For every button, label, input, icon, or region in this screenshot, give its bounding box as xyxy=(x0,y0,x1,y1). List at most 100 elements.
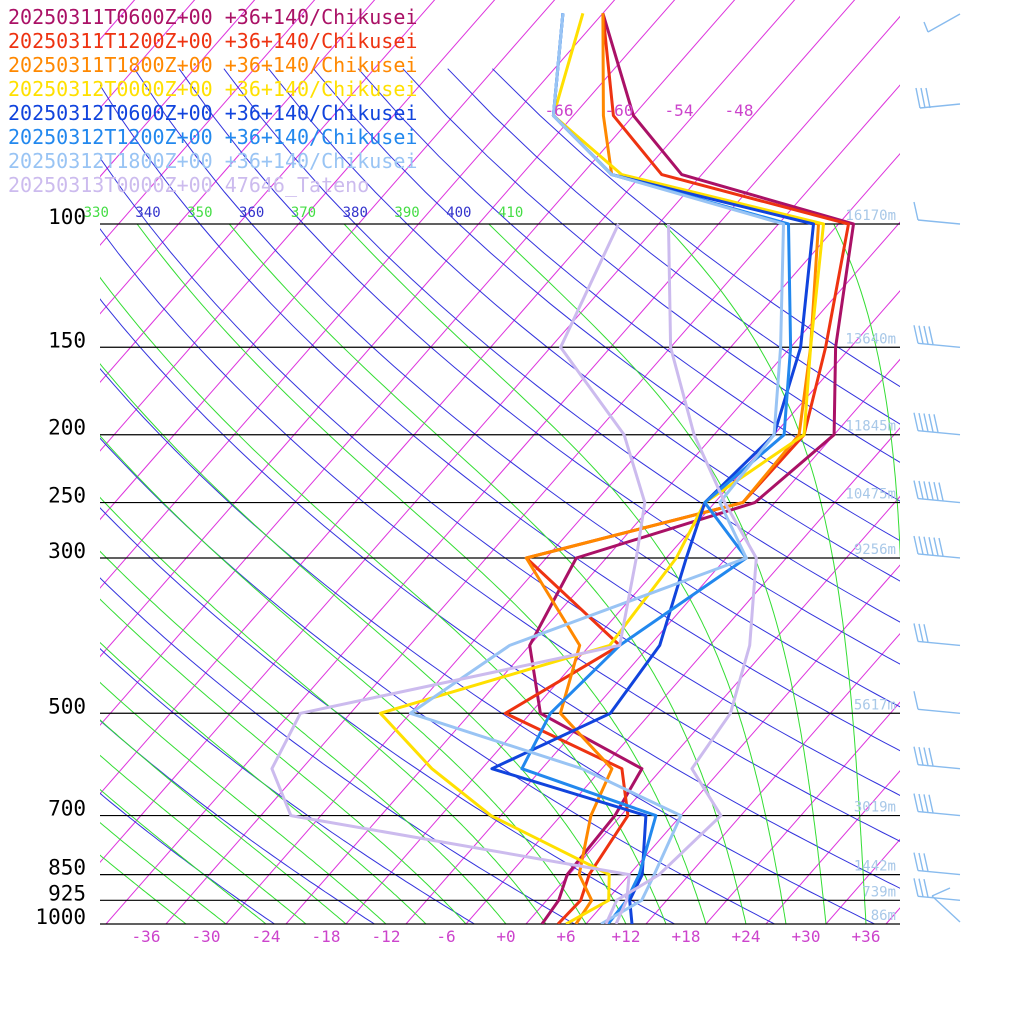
moist-adiabat-line xyxy=(100,754,307,924)
legend-entry: 20250312T1200Z+00 +36+140/Chikusei xyxy=(8,125,417,149)
dry-adiabat-line xyxy=(268,68,900,582)
dry-adiabat-line xyxy=(357,68,900,502)
height-label: 10475m xyxy=(845,487,896,503)
dry-adiabat-line xyxy=(100,228,900,842)
isotherm-line xyxy=(765,770,900,924)
wind-barb-icon xyxy=(913,325,961,348)
dry-adiabat-line xyxy=(100,648,476,924)
isotherm-line xyxy=(100,0,436,384)
moist-adiabat-line xyxy=(100,822,227,924)
wind-barb-icon xyxy=(913,691,961,714)
temperature-tick-label: -30 xyxy=(192,927,221,946)
wind-barb-icon xyxy=(913,852,961,876)
temperature-profile xyxy=(604,223,758,924)
temperature-tick-label: -18 xyxy=(312,927,341,946)
temperature-tick-label: +24 xyxy=(732,927,761,946)
sounding-profiles xyxy=(270,12,855,924)
isotherm-line xyxy=(345,290,900,924)
wind-barb-icon xyxy=(923,13,961,33)
dry-adiabat-line xyxy=(313,68,900,542)
temperature-tick-label: +36 xyxy=(852,927,881,946)
moist-adiabat-line xyxy=(488,223,827,924)
height-label: 739m xyxy=(862,884,896,900)
isotherm-line xyxy=(0,0,2,924)
isotherm-line xyxy=(585,564,900,924)
wind-barb-icon xyxy=(913,535,961,559)
height-label: 86m xyxy=(871,908,896,924)
wind-barbs xyxy=(913,13,961,923)
isobar-lines xyxy=(100,223,900,925)
height-label: 1442m xyxy=(854,859,896,875)
dewpoint-profile xyxy=(270,223,647,924)
wind-barb-icon xyxy=(913,793,961,817)
temperature-profile xyxy=(520,13,793,924)
upper-temperature-label: -60 xyxy=(605,101,634,120)
temperature-profile xyxy=(408,13,785,924)
height-label: 9256m xyxy=(854,542,896,558)
pressure-tick-label: 200 xyxy=(48,416,86,440)
temperature-tick-label: +30 xyxy=(792,927,821,946)
legend-entry: 20250312T0000Z+00 +36+140/Chikusei xyxy=(8,77,417,101)
isotherm-line xyxy=(1006,0,1024,924)
legend-entry: 20250311T0600Z+00 +36+140/Chikusei xyxy=(8,5,417,29)
isotherm-line xyxy=(525,495,900,924)
pressure-tick-label: 700 xyxy=(48,797,86,821)
theta-label: 360 xyxy=(239,205,264,221)
temperature-profile xyxy=(378,12,825,924)
dry-adiabat-line xyxy=(133,68,900,708)
pressure-tick-label: 100 xyxy=(48,205,86,229)
isotherm-line xyxy=(885,907,900,924)
wind-barb-icon xyxy=(913,480,961,504)
isotherm-line xyxy=(645,632,900,924)
pressure-tick-label: 850 xyxy=(48,856,86,880)
pressure-tick-label: 300 xyxy=(48,539,86,563)
pressure-tick-label: 250 xyxy=(48,484,86,508)
legend-entry: 20250312T0600Z+00 +36+140/Chikusei xyxy=(8,101,417,125)
theta-label: 390 xyxy=(394,205,419,221)
isotherm-line xyxy=(100,0,376,315)
wind-barb-icon xyxy=(913,746,961,770)
legend-entry: 20250313T0000Z+00 47646_Tateno xyxy=(8,173,369,197)
theta-label: 340 xyxy=(135,205,160,221)
dry-adiabat-line xyxy=(100,577,576,924)
dry-adiabat-line xyxy=(100,298,900,889)
theta-label: 370 xyxy=(291,205,316,221)
wind-barb-icon xyxy=(913,412,961,436)
dry-adiabat-line xyxy=(223,68,900,623)
dry-adiabat-line xyxy=(178,68,900,665)
temperature-tick-label: +0 xyxy=(496,927,515,946)
height-label: 11845m xyxy=(845,419,896,435)
legend-entry: 20250311T1200Z+00 +36+140/Chikusei xyxy=(8,29,417,53)
theta-label: 350 xyxy=(187,205,212,221)
moist-adiabat-line xyxy=(100,276,667,924)
moist-adiabat-line xyxy=(100,788,267,924)
dry-adiabat-line xyxy=(100,84,900,752)
dry-adiabat-line xyxy=(100,157,900,796)
temperature-tick-label: -12 xyxy=(372,927,401,946)
pressure-tick-label: 500 xyxy=(48,694,86,718)
upper-temperature-label: -48 xyxy=(725,101,754,120)
wind-barb-icon xyxy=(913,623,961,647)
legend-entry: 20250312T1800Z+00 +36+140/Chikusei xyxy=(8,149,417,173)
temperature-tick-label: +18 xyxy=(672,927,701,946)
upper-temperature-label: -54 xyxy=(665,101,694,120)
wind-barb-icon xyxy=(913,201,961,225)
height-label: 3019m xyxy=(854,800,896,816)
temperature-tick-label: +12 xyxy=(612,927,641,946)
temperature-tick-label: -24 xyxy=(252,927,281,946)
pressure-tick-label: 1000 xyxy=(35,905,86,929)
height-label: 16170m xyxy=(845,208,896,224)
isotherm-line xyxy=(825,838,900,924)
theta-label: 410 xyxy=(498,205,523,221)
height-label: 13640m xyxy=(845,331,896,347)
pressure-tick-label: 925 xyxy=(48,881,86,905)
theta-label: 380 xyxy=(343,205,368,221)
moist-adiabat-line xyxy=(100,854,187,924)
isotherm-line xyxy=(405,358,900,924)
theta-label: 330 xyxy=(84,205,109,221)
isotherm-line xyxy=(100,0,316,246)
wind-barb-icon xyxy=(931,887,961,923)
temperature-tick-label: -6 xyxy=(436,927,455,946)
isotherm-line xyxy=(100,0,256,178)
